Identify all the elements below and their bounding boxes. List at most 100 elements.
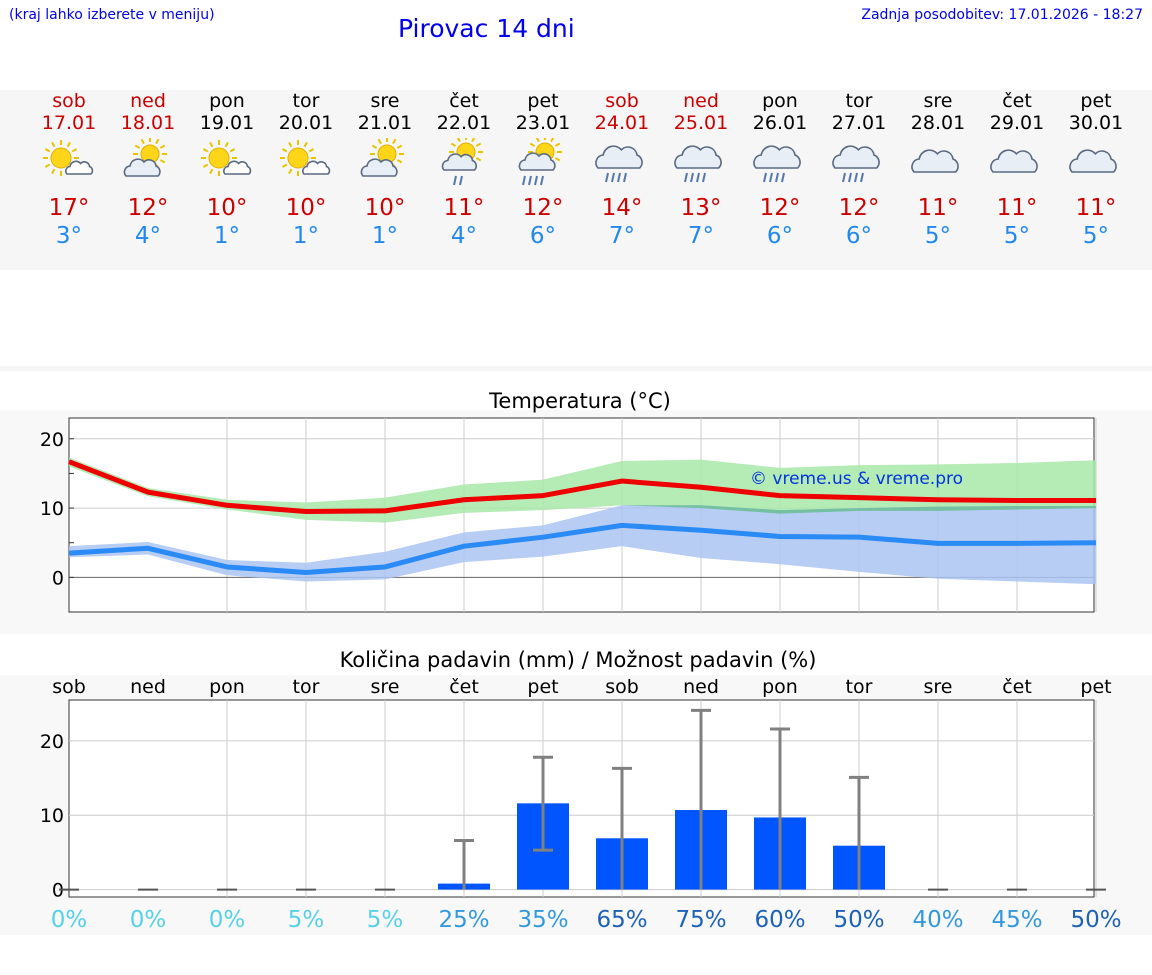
day-name: sob [52, 90, 86, 112]
sun-cloud-icon [123, 138, 167, 177]
location-hint: (kraj lahko izberete v meniju) [9, 7, 215, 23]
temp-min: 5° [1003, 223, 1031, 249]
forecast-day: pon 26.01 12° 6° [740, 90, 820, 250]
x-category-label: sre [924, 676, 953, 698]
forecast-day: pet 23.01 12° 6° [503, 90, 583, 250]
separator [0, 366, 1152, 371]
day-date: 24.01 [594, 112, 650, 134]
forecast-day: ned 25.01 13° 7° [661, 90, 741, 250]
temp-max: 11° [1075, 195, 1117, 221]
temp-min: 1° [213, 223, 241, 249]
temp-max: 12° [759, 195, 801, 221]
forecast-day: sob 24.01 14° 7° [582, 90, 662, 250]
x-category-label: pon [209, 676, 245, 698]
forecast-day: pet 30.01 11° 5° [1056, 90, 1136, 250]
temp-min: 1° [371, 223, 399, 249]
day-date: 29.01 [989, 112, 1045, 134]
forecast-strip: sob 17.01 17° 3° ned 18.01 12° 4° pon 19.01 10° 1° t… [0, 90, 1152, 270]
temp-max: 12° [522, 195, 564, 221]
day-date: 20.01 [278, 112, 334, 134]
x-category-label: sob [52, 676, 86, 698]
watermark: © vreme.us & vreme.pro [750, 469, 963, 489]
precip-probability: 0% [51, 907, 88, 933]
y-tick-label: 0 [52, 567, 64, 589]
forecast-day: pon 19.01 10° 1° [187, 90, 267, 250]
temp-min: 5° [1082, 223, 1110, 249]
cloud-icon [911, 149, 959, 173]
precip-probability: 65% [596, 907, 647, 933]
temp-max: 12° [127, 195, 169, 221]
day-date: 17.01 [41, 112, 97, 134]
temp-min: 5° [924, 223, 952, 249]
x-category-label: ned [683, 676, 719, 698]
y-tick-label: 10 [40, 805, 64, 827]
forecast-day: sob 17.01 17° 3° [29, 90, 109, 250]
x-category-label: pet [1080, 676, 1111, 698]
temp-min: 7° [608, 223, 636, 249]
temp-max: 10° [364, 195, 406, 221]
temp-chart-title: Temperatura (°C) [488, 389, 671, 413]
precip-probability: 60% [754, 907, 805, 933]
day-date: 25.01 [673, 112, 729, 134]
day-name: tor [845, 90, 873, 112]
temp-max: 17° [48, 195, 90, 221]
y-tick-label: 0 [52, 880, 64, 902]
page-title: Pirovac 14 dni [398, 14, 575, 43]
day-name: sre [923, 90, 953, 112]
x-category-label: pet [527, 676, 558, 698]
temp-min: 6° [529, 223, 557, 249]
last-update: Zadnja posodobitev: 17.01.2026 - 18:27 [861, 7, 1143, 23]
precip-probability: 5% [367, 907, 404, 933]
sun-small-cloud-icon [43, 140, 94, 176]
precip-chart-title: Količina padavin (mm) / Možnost padavin … [340, 648, 817, 672]
x-category-label: sre [371, 676, 400, 698]
x-category-label: sob [605, 676, 639, 698]
sun-cloud-light-rain-icon [441, 138, 483, 186]
forecast-day: čet 22.01 11° 4° [424, 90, 504, 250]
cloud-rain-icon [832, 145, 880, 183]
day-name: pon [209, 90, 245, 112]
y-tick-label: 20 [40, 429, 64, 451]
precip-probability: 45% [991, 907, 1042, 933]
temp-min: 6° [845, 223, 873, 249]
day-name: pet [1080, 90, 1112, 112]
temp-max: 11° [443, 195, 485, 221]
max-temperature-line [68, 459, 1096, 515]
day-name: ned [130, 90, 166, 112]
range-overlap-band [69, 466, 1096, 523]
x-category-label: pon [762, 676, 798, 698]
x-category-label: čet [1002, 676, 1032, 698]
precip-probability: 50% [833, 907, 884, 933]
temp-max: 12° [838, 195, 880, 221]
day-date: 28.01 [910, 112, 966, 134]
day-date: 26.01 [752, 112, 808, 134]
x-category-label: ned [130, 676, 166, 698]
forecast-day: sre 28.01 11° 5° [898, 90, 978, 250]
forecast-day: čet 29.01 11° 5° [977, 90, 1057, 250]
temp-max: 11° [917, 195, 959, 221]
temp-max: 10° [206, 195, 248, 221]
forecast-day: sre 21.01 10° 1° [345, 90, 425, 250]
precip-probability: 0% [209, 907, 246, 933]
sun-small-cloud-icon [201, 140, 252, 176]
precipitation-chart: Količina padavin (mm) / Možnost padavin … [40, 648, 1122, 933]
precip-probability: 25% [438, 907, 489, 933]
plot-area [68, 699, 1095, 898]
min-temperature-line [68, 522, 1097, 576]
precip-probability: 40% [912, 907, 963, 933]
day-name: pon [762, 90, 798, 112]
day-name: pet [527, 90, 559, 112]
temp-max: 13° [680, 195, 722, 221]
sun-cloud-rain-icon [518, 138, 562, 186]
x-category-label: tor [846, 676, 873, 698]
temp-min: 4° [134, 223, 162, 249]
cloud-rain-icon [595, 145, 643, 183]
forecast-day: ned 18.01 12° 4° [108, 90, 188, 250]
day-name: čet [1002, 90, 1032, 112]
forecast-day: tor 20.01 10° 1° [266, 90, 346, 250]
day-date: 19.01 [199, 112, 255, 134]
day-name: tor [292, 90, 320, 112]
precip-probability: 75% [675, 907, 726, 933]
day-date: 21.01 [357, 112, 413, 134]
day-date: 22.01 [436, 112, 492, 134]
